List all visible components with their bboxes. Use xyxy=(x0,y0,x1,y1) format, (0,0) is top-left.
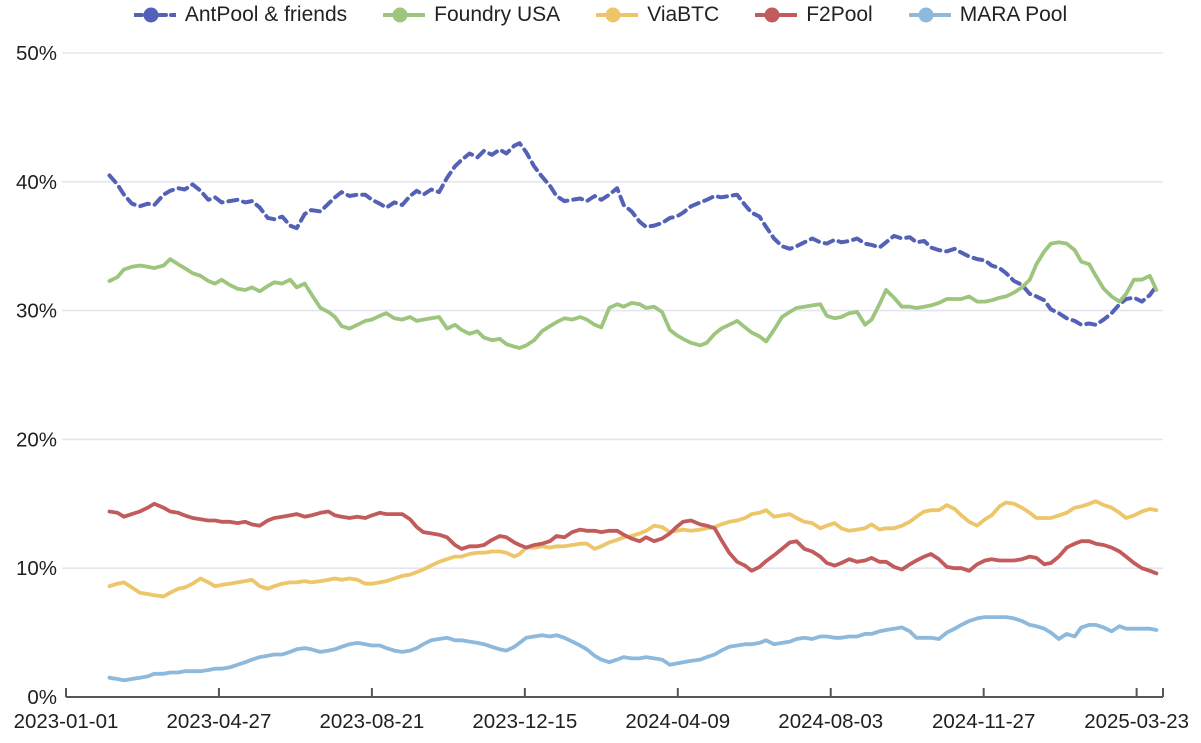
legend-item-antpool-friends[interactable]: AntPool & friends xyxy=(133,3,348,27)
legend-item-f2pool[interactable]: F2Pool xyxy=(755,3,873,27)
legend-label: MARA Pool xyxy=(959,3,1068,26)
legend-marker-viabtc xyxy=(596,7,639,23)
series-line-antpool-friends xyxy=(107,141,1159,327)
x-axis-label: 2024-04-09 xyxy=(625,710,730,733)
x-axis-label: 2023-12-15 xyxy=(472,710,577,733)
legend-item-viabtc[interactable]: ViaBTC xyxy=(596,3,719,27)
series-line-viabtc xyxy=(107,499,1159,599)
legend-label: Foundry USA xyxy=(434,3,561,26)
x-axis xyxy=(65,688,1164,698)
x-axis-label: 2023-08-21 xyxy=(319,710,424,733)
y-axis-label: 10% xyxy=(16,557,57,580)
series-line-foundry-usa xyxy=(107,240,1159,350)
y-axis-labels: 0% 10% 20% 30% 40% 50% xyxy=(16,42,57,709)
legend-marker-mara-pool xyxy=(908,7,951,23)
chart-legend: AntPool & friends Foundry USA ViaBTC F2Pool… xyxy=(0,3,1201,27)
legend-marker-antpool-friends xyxy=(133,7,176,23)
gridlines xyxy=(62,52,1163,570)
x-axis-label: 2023-04-27 xyxy=(167,710,272,733)
legend-item-foundry-usa[interactable]: Foundry USA xyxy=(383,3,560,27)
legend-marker-f2pool xyxy=(755,7,798,23)
legend-label: ViaBTC xyxy=(647,3,720,26)
y-axis-label: 20% xyxy=(16,428,57,451)
series-line-f2pool xyxy=(107,501,1159,576)
x-axis-label: 2025-03-23 xyxy=(1084,710,1189,733)
legend-marker-foundry-usa xyxy=(383,7,426,23)
x-axis-label: 2024-11-27 xyxy=(932,710,1035,733)
x-axis-labels: 2023-01-01 2023-04-27 2023-08-21 2023-12-15… xyxy=(14,710,1190,733)
y-axis-label: 40% xyxy=(16,171,57,194)
y-axis-label: 0% xyxy=(27,686,57,709)
y-axis-label: 50% xyxy=(16,42,57,65)
legend-label: AntPool & friends xyxy=(184,3,348,26)
x-axis-label: 2024-08-03 xyxy=(778,710,883,733)
legend-label: F2Pool xyxy=(806,3,873,26)
x-axis-label: 2023-01-01 xyxy=(14,710,119,733)
legend-item-mara-pool[interactable]: MARA Pool xyxy=(908,3,1068,27)
y-axis-label: 30% xyxy=(16,300,57,323)
series-line-mara-pool xyxy=(107,615,1159,683)
